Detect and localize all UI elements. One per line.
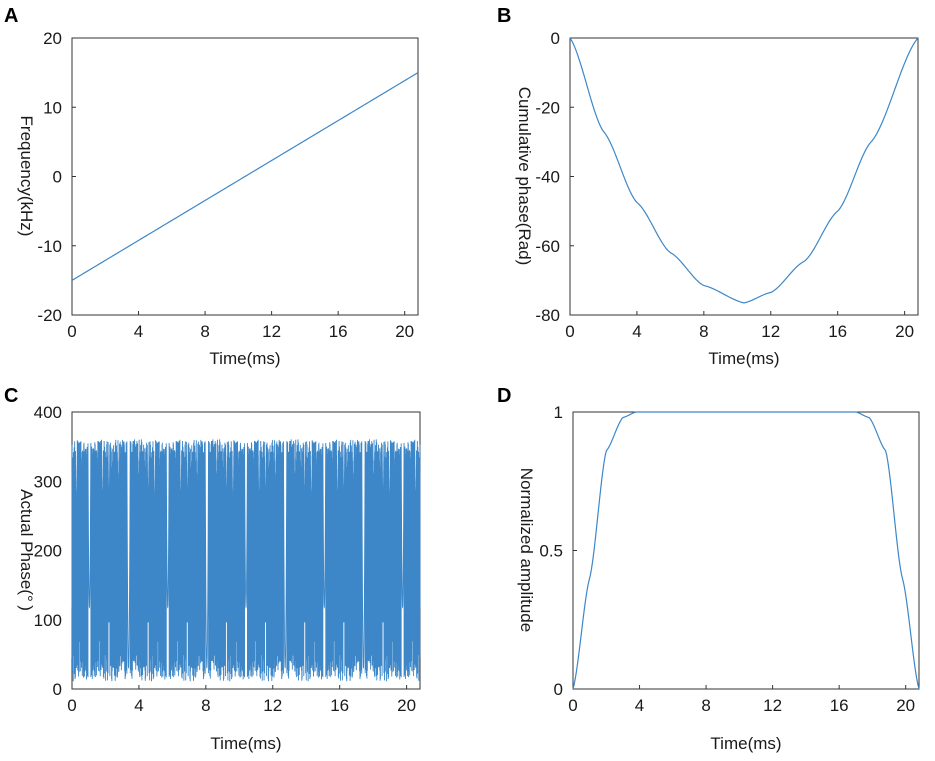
plot-area-b <box>569 37 919 316</box>
x-tick-label-a-3: 12 <box>262 322 281 341</box>
x-tick-label-b-3: 12 <box>761 322 780 341</box>
x-tick-label-d-0: 0 <box>568 696 577 715</box>
x-tick-label-d-1: 4 <box>635 696 644 715</box>
x-tick-label-c-3: 12 <box>263 696 282 715</box>
x-tick-label-c-1: 4 <box>134 696 143 715</box>
y-tick-label-b-1: -60 <box>535 237 560 256</box>
x-axis-label-b: Time(ms) <box>708 349 779 368</box>
x-tick-label-c-0: 0 <box>67 696 76 715</box>
y-tick-label-a-0: -20 <box>37 306 62 325</box>
y-tick-label-a-1: -10 <box>37 237 62 256</box>
series-line-d <box>572 411 920 690</box>
x-tick-label-c-5: 20 <box>397 696 416 715</box>
y-tick-label-d-0: 0 <box>554 680 563 699</box>
y-tick-label-c-3: 300 <box>34 472 62 491</box>
series-line-c <box>71 439 421 682</box>
x-tick-label-d-2: 8 <box>701 696 710 715</box>
panel-letter-d: D <box>497 385 511 407</box>
series-line-b <box>569 37 919 304</box>
x-tick-label-d-4: 16 <box>830 696 849 715</box>
x-tick-label-a-1: 4 <box>134 322 143 341</box>
x-axis-label-d: Time(ms) <box>710 734 781 753</box>
x-axis-label-a: Time(ms) <box>209 349 280 368</box>
y-tick-label-c-2: 200 <box>34 542 62 561</box>
x-tick-label-c-4: 16 <box>330 696 349 715</box>
x-tick-label-a-2: 8 <box>200 322 209 341</box>
panel-letter-a: A <box>4 5 18 27</box>
y-tick-label-b-3: -20 <box>535 98 560 117</box>
x-tick-label-a-4: 16 <box>329 322 348 341</box>
y-ticks-d: 00.51 <box>539 403 577 699</box>
x-tick-label-a-0: 0 <box>67 322 76 341</box>
x-tick-label-b-0: 0 <box>565 322 574 341</box>
x-ticks-b: 0 4 8 12 16 20 <box>565 311 914 341</box>
x-tick-label-a-5: 20 <box>395 322 414 341</box>
y-ticks-b: -80 -60 -40 -20 0 <box>535 29 574 325</box>
y-tick-label-a-3: 10 <box>43 98 62 117</box>
y-tick-label-b-0: -80 <box>535 306 560 325</box>
y-tick-label-b-4: 0 <box>551 29 560 48</box>
series-line-a <box>71 72 419 281</box>
panel-b: B 0 4 8 12 16 20 -80 -60 -40 -20 0 Time(ms) Cumul… <box>497 5 919 368</box>
y-axis-label-a: Frequency(kHz) <box>17 116 36 237</box>
y-tick-label-c-1: 100 <box>34 611 62 630</box>
x-axis-label-c: Time(ms) <box>210 734 281 753</box>
y-axis-label-d: Normalized amplitude <box>517 468 536 632</box>
y-axis-label-c: Actual Phase(° ) <box>17 489 36 611</box>
y-ticks-a: -20 -10 0 10 20 <box>37 29 76 325</box>
y-tick-label-d-2: 1 <box>554 403 563 422</box>
y-tick-label-b-2: -40 <box>535 168 560 187</box>
panel-c: C 0 4 8 12 16 20 0 100 200 300 400 Time(ms) Actua… <box>4 385 421 753</box>
x-tick-label-b-5: 20 <box>895 322 914 341</box>
x-ticks-d: 0 4 8 12 16 20 <box>568 685 915 715</box>
panel-letter-c: C <box>4 385 18 407</box>
y-tick-label-a-2: 0 <box>53 168 62 187</box>
y-tick-label-c-0: 0 <box>53 680 62 699</box>
x-tick-label-d-5: 20 <box>896 696 915 715</box>
y-ticks-c: 0 100 200 300 400 <box>34 403 76 699</box>
y-tick-label-d-1: 0.5 <box>539 542 563 561</box>
y-tick-label-c-4: 400 <box>34 403 62 422</box>
x-tick-label-c-2: 8 <box>201 696 210 715</box>
x-ticks-c: 0 4 8 12 16 20 <box>67 685 416 715</box>
y-axis-label-b: Cumulative phase(Rad) <box>515 87 534 266</box>
panel-d: D 0 4 8 12 16 20 00.51 Time(ms) Normalized am… <box>497 385 920 753</box>
x-tick-label-d-3: 12 <box>763 696 782 715</box>
x-tick-label-b-1: 4 <box>632 322 641 341</box>
plot-area-d <box>572 411 920 690</box>
panel-a: A 0 4 8 12 16 20 -20 -10 0 10 20 Time(ms) Frequen… <box>4 5 419 368</box>
panel-letter-b: B <box>497 5 511 27</box>
x-tick-label-b-2: 8 <box>699 322 708 341</box>
x-ticks-a: 0 4 8 12 16 20 <box>67 311 414 341</box>
y-tick-label-a-4: 20 <box>43 29 62 48</box>
x-tick-label-b-4: 16 <box>828 322 847 341</box>
